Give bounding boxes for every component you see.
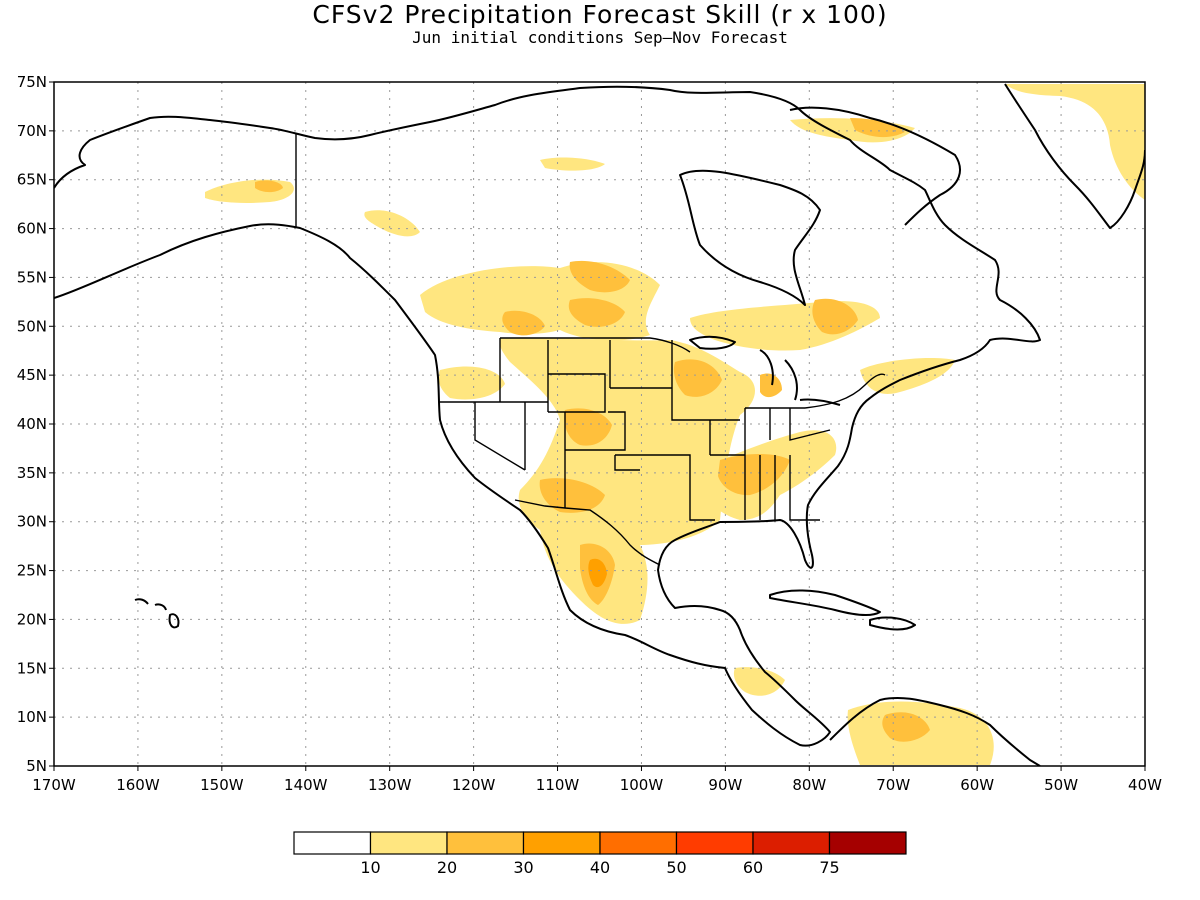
colorbar-label: 10 [360, 858, 380, 877]
lat-tick-label: 25N [17, 562, 47, 580]
state-lines [440, 338, 831, 521]
lat-tick-label: 50N [17, 317, 47, 335]
lat-tick-label: 75N [17, 73, 47, 91]
skill-region-central-us [499, 337, 755, 624]
border-us-mexico [514, 499, 661, 566]
lon-tick-label: 50W [1044, 776, 1078, 794]
lon-tick-label: 80W [792, 776, 826, 794]
coastline-hispaniola [869, 616, 916, 631]
colorbar-label: 75 [819, 858, 839, 877]
lon-tick-label: 60W [960, 776, 994, 794]
colorbar-label: 30 [513, 858, 533, 877]
colorbar-swatch [522, 831, 601, 855]
skill-core-venezuela [882, 712, 930, 742]
coastline-baffin [789, 106, 961, 226]
coastline-lake-superior [689, 335, 736, 350]
lon-tick-label: 160W [116, 776, 160, 794]
colorbar-swatch [293, 831, 372, 855]
coastline-hudson-bay [679, 169, 821, 306]
lat-tick-label: 40N [17, 415, 47, 433]
coastline-great-lakes [759, 349, 841, 406]
colorbar-label: 40 [590, 858, 610, 877]
colorbar-swatch [599, 831, 678, 855]
colorbar: 10 20 30 40 50 60 75 [293, 831, 907, 877]
coastline-cuba [769, 589, 881, 617]
lon-tick-label: 120W [452, 776, 496, 794]
skill-core-baffin [850, 118, 905, 138]
lat-tick-label: 10N [17, 708, 47, 726]
coastline-hawaii [134, 598, 180, 629]
skill-core-new-mexico [539, 478, 605, 513]
lat-tick-label: 35N [17, 464, 47, 482]
coastlines [54, 83, 1145, 766]
lat-tick-label: 45N [17, 366, 47, 384]
colorbar-label: 60 [743, 858, 763, 877]
lat-tick-label: 55N [17, 268, 47, 286]
skill-peak-mexico [588, 558, 607, 588]
lat-tick-label: 20N [17, 610, 47, 628]
colorbar-swatch [675, 831, 754, 855]
chart-title: CFSv2 Precipitation Forecast Skill (r x … [312, 0, 888, 29]
lon-tick-label: 90W [708, 776, 742, 794]
lat-tick-label: 15N [17, 659, 47, 677]
plot-area: 75N 70N 65N 60N 55N 50N 45N 40N 35N 30N 25N 20N 15N 1… [17, 73, 1162, 794]
skill-core-prairie [568, 298, 625, 327]
coastline-greenland [1004, 83, 1145, 229]
political-boundaries [295, 134, 886, 566]
lon-tick-label: 70W [876, 776, 910, 794]
lon-tick-label: 140W [284, 776, 328, 794]
skill-region-bc [364, 210, 420, 237]
skill-core-michigan [760, 373, 782, 398]
lon-tick-label: 40W [1128, 776, 1162, 794]
lat-tick-label: 60N [17, 220, 47, 238]
colorbar-swatch [828, 831, 907, 855]
skill-region-greenland [1005, 84, 1145, 200]
skill-core-hudson [569, 260, 630, 293]
coastline-north-america [54, 85, 1041, 747]
colorbar-swatch [369, 831, 448, 855]
lon-tick-label: 150W [200, 776, 244, 794]
lon-tick-label: 100W [620, 776, 664, 794]
lat-tick-label: 5N [26, 757, 47, 775]
lat-tick-label: 30N [17, 513, 47, 531]
skill-core-yukon [255, 180, 283, 193]
colorbar-swatch [752, 831, 831, 855]
skill-core-wisconsin [673, 359, 722, 397]
skill-core-ontario [812, 298, 858, 335]
skill-region-central-america [733, 667, 785, 696]
skill-core-colorado [564, 408, 612, 446]
lon-tick-label: 110W [536, 776, 580, 794]
lon-tick-label: 130W [368, 776, 412, 794]
coastline-south-america [829, 696, 1041, 766]
skill-core-tennessee [718, 454, 790, 496]
skill-core-montana [502, 310, 545, 336]
latitude-axis: 75N 70N 65N 60N 55N 50N 45N 40N 35N 30N 25N 20N 15N 1… [17, 73, 54, 775]
lon-tick-label: 170W [32, 776, 76, 794]
longitude-axis: 170W 160W 150W 140W 130W 120W 110W 100W 90W 80W 70… [32, 766, 1162, 794]
colorbar-label: 50 [666, 858, 686, 877]
chart-subtitle: Jun initial conditions Sep–Nov Forecast [412, 28, 788, 47]
gridlines [54, 82, 1145, 766]
skill-region-hudson [540, 157, 605, 171]
lat-tick-label: 65N [17, 171, 47, 189]
lat-tick-label: 70N [17, 122, 47, 140]
colorbar-swatch [446, 831, 525, 855]
border-us-canada [500, 337, 886, 409]
colorbar-label: 20 [437, 858, 457, 877]
